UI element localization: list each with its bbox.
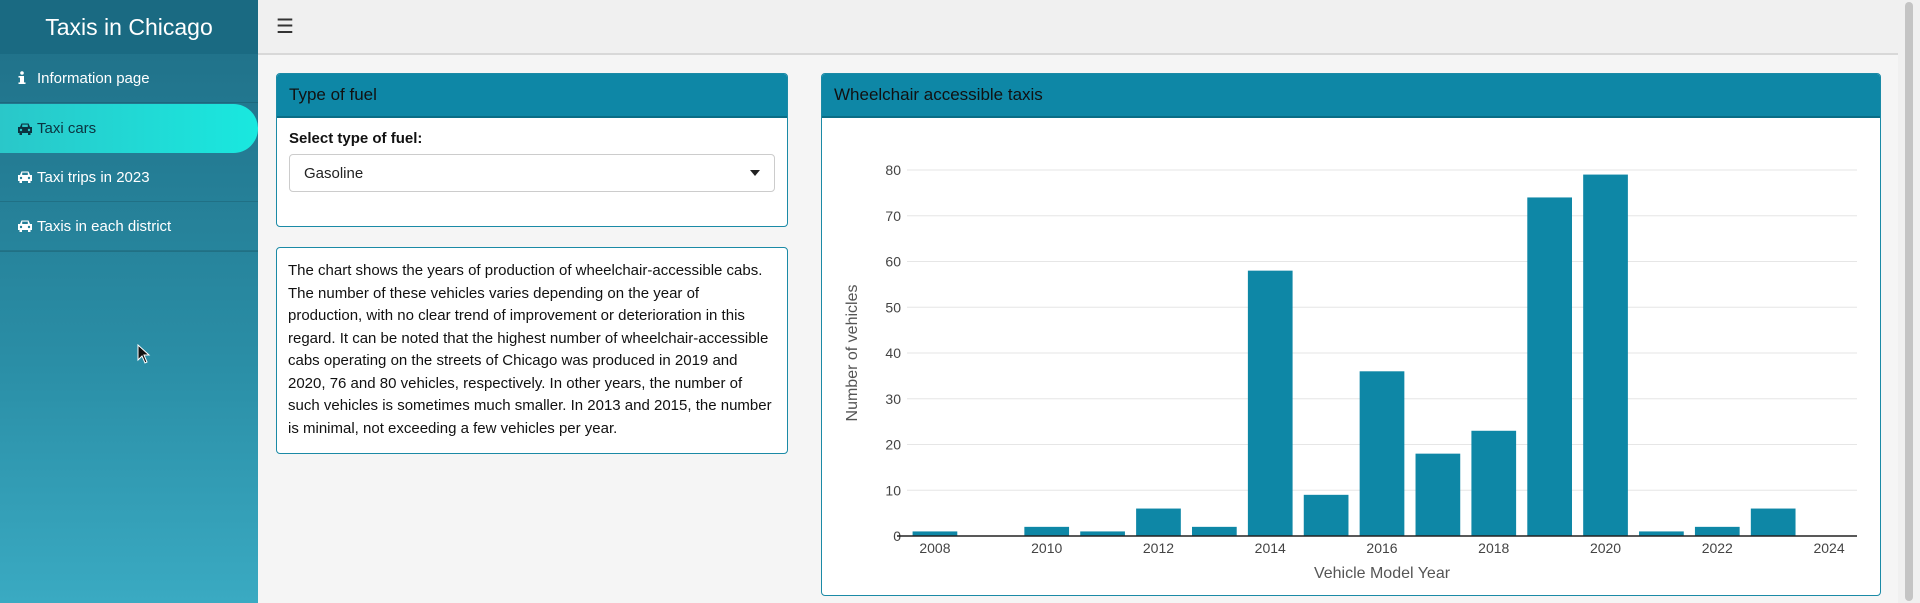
x-tick-label: 2016 (1366, 540, 1397, 556)
x-tick-label: 2022 (1702, 540, 1733, 556)
fuel-select-value: Gasoline (304, 164, 364, 182)
info-icon (17, 71, 35, 85)
bar (1359, 371, 1405, 536)
sidebar-item-label: Information page (37, 69, 150, 87)
car-icon (17, 122, 35, 136)
scrollbar[interactable] (1898, 0, 1920, 603)
chart-panel-title: Wheelchair accessible taxis (822, 74, 1880, 118)
bar (1583, 174, 1628, 536)
x-tick-label: 2024 (1813, 540, 1844, 556)
description-panel: The chart shows the years of production … (276, 247, 788, 454)
bar (1639, 531, 1684, 536)
bar (1136, 508, 1181, 536)
fuel-select-label: Select type of fuel: (289, 130, 423, 147)
y-tick-label: 60 (885, 254, 901, 270)
scroll-thumb[interactable] (1905, 2, 1913, 601)
sidebar-nav: Information page Taxi cars Taxi trips in… (0, 54, 258, 252)
x-tick-label: 2014 (1255, 540, 1286, 556)
fuel-panel-title: Type of fuel (277, 74, 787, 118)
bar (1750, 508, 1796, 536)
bar (1415, 453, 1461, 536)
y-tick-label: 50 (885, 299, 901, 315)
y-tick-label: 80 (885, 162, 901, 178)
y-axis-label: Number of vehicles (844, 285, 861, 422)
fuel-panel: Type of fuel Select type of fuel: Gasoli… (276, 73, 788, 227)
sidebar: Taxis in Chicago Information page Taxi c… (0, 0, 258, 603)
hamburger-icon[interactable]: ☰ (276, 16, 294, 38)
sidebar-item-label: Taxis in each district (37, 217, 172, 235)
y-tick-label: 10 (885, 482, 901, 498)
x-tick-label: 2018 (1478, 540, 1509, 556)
app-title: Taxis in Chicago (0, 0, 258, 54)
y-tick-label: 30 (885, 391, 901, 407)
bar (1471, 430, 1517, 536)
sidebar-item-taxi-cars[interactable]: Taxi cars (0, 104, 258, 153)
chevron-down-icon (750, 170, 760, 176)
description-text: The chart shows the years of production … (288, 262, 772, 437)
x-tick-label: 2020 (1590, 540, 1621, 556)
y-tick-label: 40 (885, 345, 901, 361)
car-icon (17, 219, 35, 233)
fuel-select[interactable]: Gasoline (289, 154, 775, 192)
sidebar-item-label: Taxi cars (37, 120, 97, 137)
top-bar: ☰ (258, 0, 1898, 55)
chart-panel: Wheelchair accessible taxis 0 10 20 30 40 50 6… (821, 73, 1881, 596)
x-tick-label: 2008 (919, 540, 950, 556)
y-tick-label: 20 (885, 437, 901, 453)
bar (1527, 197, 1572, 536)
sidebar-item-taxis-district[interactable]: Taxis in each district (0, 202, 258, 251)
x-tick-label: 2010 (1031, 540, 1062, 556)
bar (1024, 526, 1070, 536)
sidebar-item-label: Taxi trips in 2023 (37, 168, 150, 186)
y-tick-label: 70 (885, 208, 901, 224)
bar (1247, 270, 1293, 536)
bar (1303, 494, 1349, 536)
bar (912, 531, 958, 536)
sidebar-item-information[interactable]: Information page (0, 54, 258, 103)
bar (1694, 526, 1740, 536)
car-icon (17, 170, 35, 184)
x-tick-label: 2012 (1143, 540, 1174, 556)
mouse-cursor-icon (137, 344, 151, 364)
bar (1192, 526, 1237, 536)
sidebar-item-taxi-trips[interactable]: Taxi trips in 2023 (0, 153, 258, 202)
x-axis-label: Vehicle Model Year (1314, 565, 1451, 582)
bar (1080, 531, 1125, 536)
